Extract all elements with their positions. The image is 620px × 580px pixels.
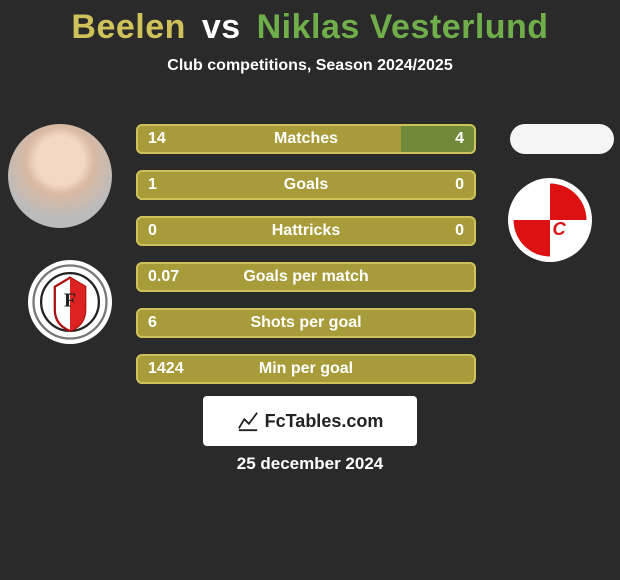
season-subtitle: Club competitions, Season 2024/2025 bbox=[0, 57, 620, 75]
branding-badge: FcTables.com bbox=[203, 396, 417, 446]
stat-bar: 14Matches4 bbox=[136, 124, 476, 154]
player-left-avatar bbox=[8, 124, 112, 228]
player-right-avatar bbox=[510, 124, 614, 154]
stat-right-value: 0 bbox=[455, 222, 476, 240]
svg-text:F: F bbox=[64, 290, 76, 312]
snapshot-date: 25 december 2024 bbox=[0, 454, 620, 474]
stat-label: Goals bbox=[136, 176, 476, 194]
stat-bar: 0.07Goals per match bbox=[136, 262, 476, 292]
stat-label: Matches bbox=[136, 130, 476, 148]
club-left-badge: F bbox=[28, 260, 112, 344]
comparison-bars: 14Matches41Goals00Hattricks00.07Goals pe… bbox=[136, 124, 476, 400]
stat-right-value: 0 bbox=[455, 176, 476, 194]
stat-bar: 1Goals0 bbox=[136, 170, 476, 200]
chart-icon bbox=[237, 410, 259, 432]
stat-bar: 6Shots per goal bbox=[136, 308, 476, 338]
stat-label: Hattricks bbox=[136, 222, 476, 240]
stat-label: Min per goal bbox=[136, 360, 476, 378]
svg-text:F: F bbox=[537, 195, 549, 216]
vs-word: vs bbox=[202, 8, 241, 46]
player-left-name: Beelen bbox=[71, 8, 186, 46]
comparison-title: Beelen vs Niklas Vesterlund bbox=[0, 0, 620, 47]
branding-text: FcTables.com bbox=[265, 411, 384, 432]
stat-label: Goals per match bbox=[136, 268, 476, 286]
fc-utrecht-icon: F C bbox=[512, 182, 588, 258]
club-right-badge: F C bbox=[508, 178, 592, 262]
stat-right-value: 4 bbox=[455, 130, 476, 148]
stat-bar: 0Hattricks0 bbox=[136, 216, 476, 246]
svg-text:C: C bbox=[553, 218, 567, 239]
stat-label: Shots per goal bbox=[136, 314, 476, 332]
stat-bar: 1424Min per goal bbox=[136, 354, 476, 384]
player-right-name: Niklas Vesterlund bbox=[257, 8, 549, 46]
feyenoord-icon: F bbox=[32, 264, 108, 340]
